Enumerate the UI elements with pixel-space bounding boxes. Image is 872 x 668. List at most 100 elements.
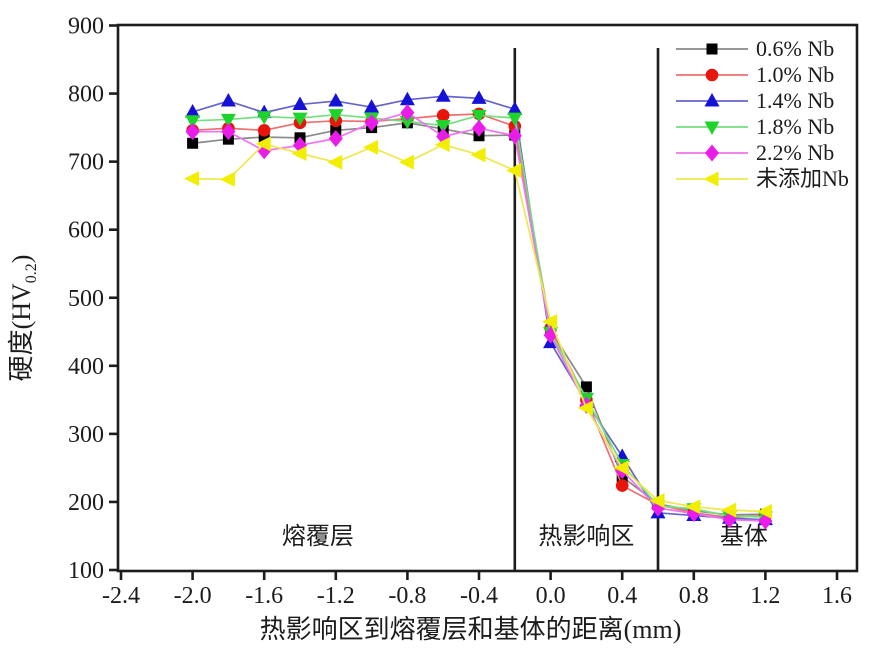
x-tick-label: -0.4 <box>460 583 498 609</box>
legend-label: 1.0% Nb <box>756 62 834 87</box>
legend-label: 0.6% Nb <box>756 36 834 61</box>
triangle-up-marker-icon <box>292 96 308 110</box>
triangle-left-marker-icon <box>470 147 486 163</box>
series-line <box>192 113 766 518</box>
triangle-up-marker-icon <box>185 103 201 118</box>
triangle-left-marker-icon <box>613 460 629 476</box>
triangle-down-marker-icon <box>704 121 720 135</box>
series-line <box>192 121 766 516</box>
triangle-left-marker-icon <box>291 145 307 161</box>
triangle-left-marker-icon <box>255 136 271 152</box>
diamond-marker-icon <box>221 123 236 141</box>
x-tick-label: 1.6 <box>822 583 852 609</box>
diamond-marker-icon <box>507 127 522 145</box>
legend-item: 0.6% Nb <box>676 36 834 61</box>
series--nb <box>184 136 772 519</box>
triangle-left-marker-icon <box>649 493 665 509</box>
series-line <box>192 111 766 522</box>
diamond-marker-icon <box>472 119 486 137</box>
plot-border <box>116 23 859 573</box>
triangle-left-marker-icon <box>577 400 593 416</box>
triangle-left-marker-icon <box>219 171 235 187</box>
y-tick-label: 800 <box>68 82 104 108</box>
x-axis-title: 热影响区到熔覆层和基体的距离(mm) <box>260 615 682 644</box>
square-marker-icon <box>580 381 592 393</box>
series-2-2-nb <box>185 104 773 530</box>
region-label: 熔覆层 <box>282 523 354 550</box>
triangle-up-marker-icon <box>220 93 236 107</box>
x-tick-label: -2.4 <box>102 583 140 609</box>
legend-item: 1.0% Nb <box>676 62 834 87</box>
triangle-up-marker-icon <box>435 88 451 102</box>
triangle-up-marker-icon <box>328 93 344 107</box>
square-marker-icon <box>706 43 718 55</box>
legend-label: 2.2% Nb <box>756 140 834 165</box>
square-marker-icon <box>187 137 199 149</box>
triangle-left-marker-icon <box>685 499 701 515</box>
triangle-up-marker-icon <box>364 99 380 113</box>
series-1-8-nb <box>185 109 773 525</box>
y-tick-label: 300 <box>68 422 104 448</box>
triangle-down-marker-icon <box>399 115 415 130</box>
triangle-up-marker-icon <box>507 101 523 115</box>
series-0-6-nb <box>187 117 771 521</box>
circle-marker-icon <box>705 68 719 82</box>
series-1-0-nb <box>186 107 772 524</box>
diamond-marker-icon <box>705 144 719 162</box>
triangle-down-marker-icon <box>256 111 272 125</box>
triangle-left-marker-icon <box>327 154 343 170</box>
triangle-down-marker-icon <box>471 109 487 124</box>
diamond-marker-icon <box>185 123 200 141</box>
legend-item: 2.2% Nb <box>676 140 834 165</box>
triangle-down-marker-icon <box>328 109 344 123</box>
diamond-marker-icon <box>364 114 379 132</box>
x-tick-label: 0.0 <box>536 583 566 609</box>
triangle-up-marker-icon <box>704 93 720 107</box>
triangle-down-marker-icon <box>507 112 523 127</box>
y-tick-label: 100 <box>68 558 104 584</box>
triangle-left-marker-icon <box>184 171 200 187</box>
y-tick-label: 200 <box>68 490 104 516</box>
triangle-left-marker-icon <box>398 154 414 170</box>
triangle-left-marker-icon <box>721 502 737 518</box>
diamond-marker-icon <box>328 129 343 147</box>
circle-marker-icon <box>436 109 450 122</box>
legend-item: 未添加Nb <box>676 166 849 191</box>
diamond-marker-icon <box>722 511 737 529</box>
legend-item: 1.4% Nb <box>676 88 834 113</box>
y-tick-label: 400 <box>68 354 104 380</box>
x-tick-label: 0.8 <box>679 583 709 609</box>
triangle-up-marker-icon <box>471 90 487 104</box>
legend-label: 1.8% Nb <box>756 114 834 139</box>
triangle-down-marker-icon <box>435 120 451 134</box>
y-tick-label: 500 <box>68 286 104 312</box>
x-tick-label: -0.8 <box>388 583 426 609</box>
legend-label: 未添加Nb <box>756 166 849 191</box>
y-tick-label: 700 <box>68 150 104 176</box>
triangle-down-marker-icon <box>185 115 201 129</box>
triangle-left-marker-icon <box>506 162 522 178</box>
diamond-marker-icon <box>400 104 415 122</box>
region-label: 基体 <box>720 523 768 550</box>
series-line <box>192 113 766 519</box>
triangle-left-marker-icon <box>756 503 772 519</box>
triangle-down-marker-icon <box>220 113 236 128</box>
series-line <box>192 143 766 513</box>
circle-marker-icon <box>615 479 629 492</box>
circle-marker-icon <box>257 124 271 137</box>
legend-label: 1.4% Nb <box>756 88 834 113</box>
triangle-left-marker-icon <box>363 139 379 155</box>
x-tick-label: -1.6 <box>245 583 283 609</box>
triangle-left-marker-icon <box>703 171 719 187</box>
legend-item: 1.8% Nb <box>676 114 834 139</box>
triangle-left-marker-icon <box>434 137 450 153</box>
x-tick-label: -2.0 <box>174 583 212 609</box>
y-tick-label: 600 <box>68 218 104 244</box>
x-tick-label: 1.2 <box>750 583 780 609</box>
series-line <box>192 95 766 521</box>
x-tick-label: -1.2 <box>317 583 355 609</box>
square-marker-icon <box>258 131 270 143</box>
